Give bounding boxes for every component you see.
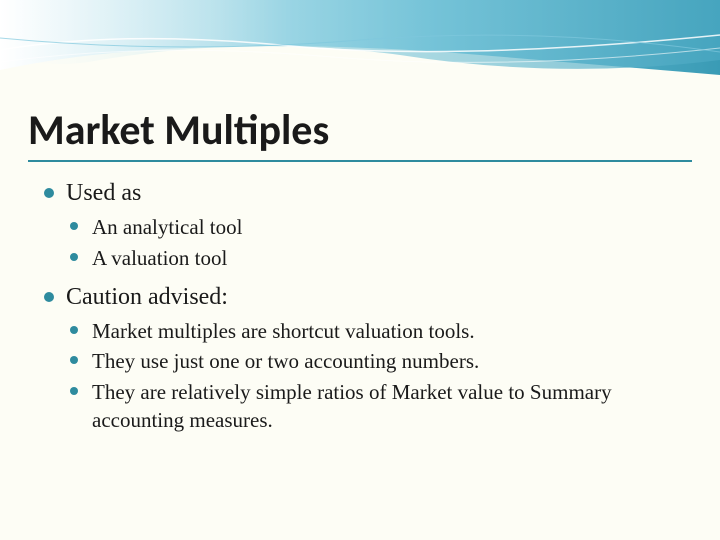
bullet-level2: A valuation tool xyxy=(66,244,680,272)
top-wave-decoration xyxy=(0,0,720,95)
bullet-level1: Caution advised: xyxy=(40,282,680,313)
bullet-level2: They are relatively simple ratios of Mar… xyxy=(66,378,680,435)
slide: Market Multiples Used as An analytical t… xyxy=(0,0,720,540)
bullet-level2: They use just one or two accounting numb… xyxy=(66,347,680,375)
slide-title: Market Multiples xyxy=(28,105,329,156)
content-body: Used as An analytical tool A valuation t… xyxy=(40,178,680,444)
title-underline xyxy=(28,160,692,162)
bullet-group-2: Caution advised: Market multiples are sh… xyxy=(40,282,680,435)
bullet-level2: An analytical tool xyxy=(66,213,680,241)
bullet-level2: Market multiples are shortcut valuation … xyxy=(66,317,680,345)
bullet-group-1: Used as An analytical tool A valuation t… xyxy=(40,178,680,272)
bullet-level1: Used as xyxy=(40,178,680,209)
